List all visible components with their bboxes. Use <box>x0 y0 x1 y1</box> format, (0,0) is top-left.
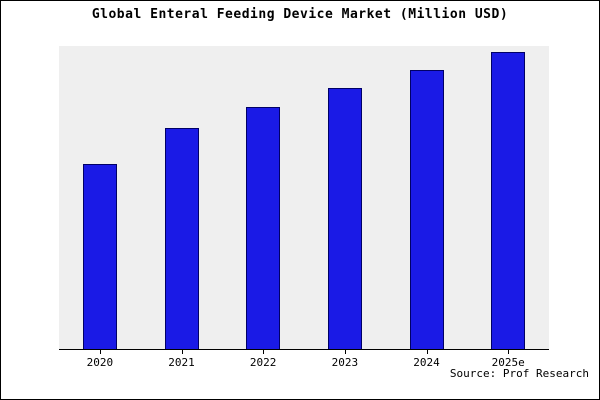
x-axis-tick <box>508 350 510 354</box>
x-axis-tick <box>344 350 346 354</box>
x-tick-label-2023: 2023 <box>331 356 359 369</box>
x-axis-tick <box>181 350 183 354</box>
bar-2024 <box>409 70 444 349</box>
x-tick-label-2020: 2020 <box>86 356 114 369</box>
x-axis-tick <box>263 350 265 354</box>
x-tick-label-2025e: 2025e <box>491 356 525 369</box>
bar-2021 <box>164 128 199 349</box>
x-axis-tick <box>99 350 101 354</box>
bar-2025e <box>491 52 526 349</box>
source-text: Source: Prof Research <box>449 367 589 380</box>
bar-2020 <box>82 164 117 349</box>
plot-area <box>59 46 549 350</box>
chart-title: Global Enteral Feeding Device Market (Mi… <box>91 7 509 22</box>
bar-2023 <box>327 88 362 349</box>
x-tick-label-2021: 2021 <box>168 356 195 369</box>
x-tick-label-2022: 2022 <box>249 356 277 369</box>
bar-2022 <box>246 107 281 349</box>
x-axis-tick <box>426 350 428 354</box>
x-tick-label-2024: 2024 <box>413 356 440 369</box>
